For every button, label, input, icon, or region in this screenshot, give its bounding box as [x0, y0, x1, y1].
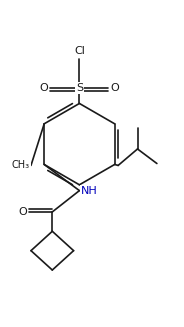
Text: O: O	[40, 83, 48, 93]
Text: S: S	[76, 83, 83, 93]
Text: CH₃: CH₃	[12, 161, 30, 170]
Text: NH: NH	[81, 186, 98, 196]
Text: Cl: Cl	[74, 46, 85, 56]
Text: O: O	[110, 83, 119, 93]
Text: O: O	[18, 207, 27, 217]
